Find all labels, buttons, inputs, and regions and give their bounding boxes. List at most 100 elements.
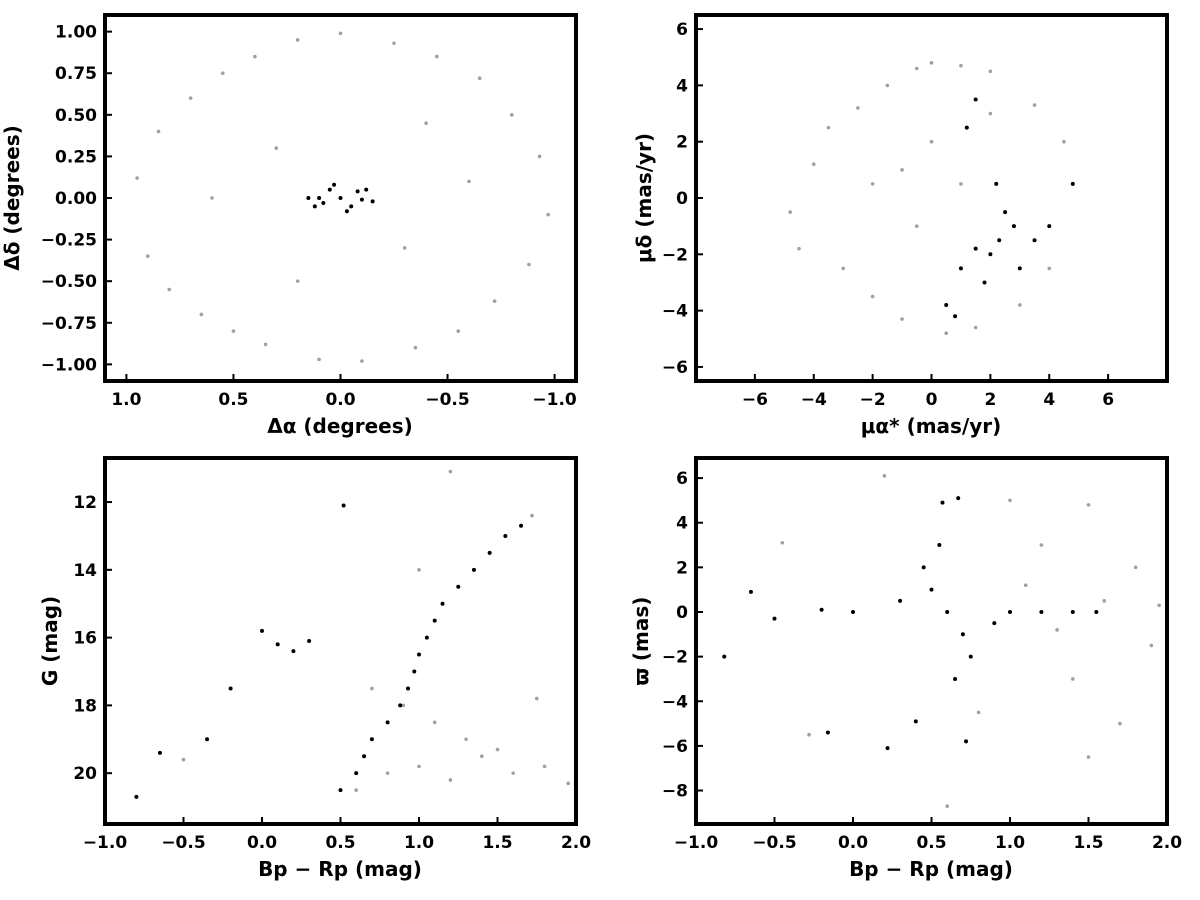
field-star-point [274, 146, 279, 150]
field-star-point [1032, 103, 1037, 107]
x-tick-label: 1.0 [404, 833, 434, 853]
field-star-point [929, 139, 934, 144]
field-star-point [945, 804, 949, 808]
member-star-point [898, 598, 903, 603]
y-tick-label: 0.25 [55, 147, 97, 167]
member-star-point [406, 686, 411, 691]
field-star-point [826, 125, 831, 130]
field-star-point [354, 788, 359, 792]
x-tick-label: −1.0 [83, 833, 128, 853]
x-tick-label: −0.5 [425, 390, 469, 410]
member-star-point [851, 609, 855, 614]
field-star-point [959, 63, 963, 68]
field-star-point [509, 113, 514, 117]
field-star-point [188, 96, 193, 100]
field-star-point [973, 325, 978, 330]
member-star-point [412, 669, 417, 674]
y-tick-label: −0.50 [41, 272, 97, 292]
member-star-point [973, 97, 978, 102]
field-star-point [456, 329, 461, 333]
member-star-point [964, 125, 969, 130]
member-star-point [921, 565, 926, 570]
member-star-point [1070, 609, 1075, 614]
x-tick-label: 0.5 [916, 833, 946, 853]
y-tick-label: −8 [662, 782, 688, 802]
field-star-point [976, 710, 981, 715]
y-tick-label: 20 [73, 764, 97, 784]
field-star-point [1071, 677, 1075, 681]
field-star-point [914, 224, 919, 228]
field-star-point [295, 38, 300, 42]
field-star-point [467, 179, 471, 184]
field-star-point [401, 703, 406, 708]
member-star-point [964, 739, 969, 744]
member-star-point [997, 238, 1002, 243]
member-star-point [424, 635, 429, 640]
member-star-point [359, 197, 364, 202]
x-tick-label: −1.0 [674, 833, 719, 853]
field-star-point [199, 312, 204, 317]
y-tick-label: 1.00 [55, 23, 97, 43]
y-tick-label: −1.00 [41, 355, 97, 375]
field-star-point [295, 279, 300, 283]
x-axis-label: μα* (mas/yr) [861, 414, 1002, 438]
y-tick-label: 12 [73, 493, 97, 513]
y-tick-label: −2 [662, 245, 688, 265]
member-star-point [332, 182, 337, 187]
field-star-point [210, 196, 214, 200]
scatter-points [788, 61, 1075, 335]
panel-proper-motions: −6 −4 −2 0 2 4 6 −6 −4 −2 0 2 4 6 μα* (mas/yr) μδ (ma… [632, 13, 1169, 438]
field-star-point [263, 342, 268, 347]
field-star-point [511, 771, 515, 775]
field-star-point [370, 686, 374, 691]
x-tick-label: 0.0 [838, 833, 868, 853]
member-star-point [960, 632, 965, 637]
axes-frame [694, 13, 1169, 383]
field-star-point [1133, 565, 1138, 570]
member-star-point [341, 503, 346, 508]
member-star-point [260, 628, 264, 633]
member-star-point [973, 246, 978, 251]
x-tick-label: 2 [984, 390, 996, 410]
member-star-point [362, 754, 367, 759]
field-star-point [480, 754, 484, 759]
field-star-point [495, 747, 500, 752]
field-star-point [914, 66, 919, 71]
field-star-point [988, 69, 993, 74]
member-star-point [1039, 609, 1044, 614]
y-axis-label: G (mag) [38, 596, 62, 686]
member-star-point [940, 500, 945, 505]
y-tick-label: 2 [676, 133, 688, 153]
member-star-point [134, 794, 139, 799]
y-tick-label: 0.00 [55, 189, 97, 209]
field-star-point [413, 345, 418, 350]
member-star-point [937, 543, 942, 548]
x-tick-label: −0.5 [752, 833, 796, 853]
y-tick-label: 14 [73, 561, 97, 581]
field-star-point [929, 61, 934, 65]
member-star-point [953, 676, 958, 681]
field-star-point [870, 182, 875, 186]
x-tick-label: 1.5 [482, 833, 512, 853]
x-tick-label: 0.0 [325, 390, 355, 410]
member-star-point [370, 199, 375, 204]
field-star-point [841, 266, 845, 271]
member-star-point [819, 607, 824, 612]
y-tick-label: 0.75 [55, 64, 97, 84]
field-star-point [360, 359, 364, 363]
member-star-point [825, 730, 830, 735]
field-star-point [900, 317, 904, 321]
member-star-point [385, 720, 390, 725]
field-star-point [1118, 721, 1122, 726]
x-tick-label: 4 [1043, 390, 1055, 410]
member-star-point [312, 204, 317, 209]
y-tick-label: −2 [662, 648, 688, 668]
field-star-point [432, 720, 437, 725]
field-star-point [402, 246, 407, 250]
field-star-point [527, 262, 531, 267]
field-star-point [1149, 643, 1154, 648]
member-star-point [440, 601, 445, 606]
field-star-point [1102, 599, 1106, 603]
field-star-point [477, 76, 482, 81]
member-star-point [369, 737, 374, 742]
